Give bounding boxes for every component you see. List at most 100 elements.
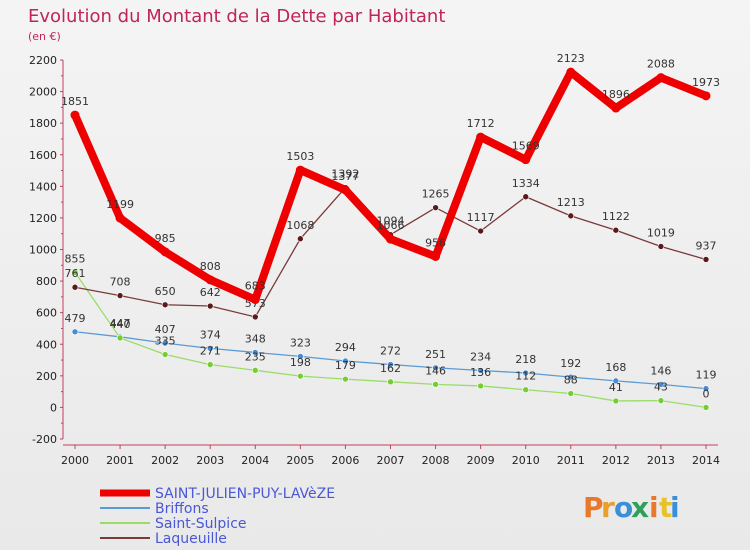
data-label: 179 (335, 359, 356, 372)
data-point (656, 73, 666, 83)
data-point (431, 251, 441, 261)
data-point (297, 235, 304, 243)
y-tick-label: 400 (36, 338, 57, 351)
series-line (71, 68, 710, 304)
data-point (657, 397, 665, 404)
data-label: 650 (155, 285, 176, 298)
logo-letter: t (659, 491, 672, 524)
data-label: 642 (200, 286, 221, 299)
data-point (477, 382, 484, 390)
data-point (432, 364, 439, 372)
data-label: 162 (380, 362, 401, 375)
data-point (251, 367, 259, 374)
legend-label: Briffons (155, 501, 209, 517)
data-label: 88 (564, 374, 578, 387)
data-label: 1019 (647, 226, 675, 239)
y-tick-label: 2200 (29, 54, 57, 67)
data-point (657, 243, 665, 250)
data-label: 479 (65, 312, 86, 325)
data-point (250, 295, 260, 305)
data-point (71, 283, 79, 291)
data-point (522, 193, 530, 201)
data-label: 146 (650, 364, 671, 377)
data-point (71, 328, 79, 336)
data-point (206, 361, 214, 368)
data-point (477, 367, 484, 374)
data-point (612, 377, 620, 385)
y-tick-label: 800 (36, 275, 57, 288)
data-point (432, 381, 439, 388)
y-tick-label: 1800 (29, 117, 57, 130)
data-label: 1117 (467, 211, 495, 224)
data-point (161, 301, 169, 309)
data-point (387, 378, 394, 386)
chart-unit: (en €) (28, 30, 61, 43)
logo-letter: P (583, 491, 604, 524)
x-tick-label: 2004 (241, 454, 269, 467)
chart-title: Evolution du Montant de la Dette par Hab… (28, 6, 445, 27)
data-label: 855 (65, 252, 86, 265)
data-label: 348 (245, 332, 266, 345)
data-point (566, 67, 576, 77)
data-point (522, 369, 530, 377)
data-point (205, 275, 215, 285)
data-label: 708 (110, 276, 131, 289)
data-label: 0 (703, 387, 710, 400)
data-point (70, 110, 80, 120)
data-point (521, 155, 531, 165)
data-point (611, 103, 621, 113)
x-tick-label: 2010 (512, 454, 540, 467)
data-label: 251 (425, 348, 446, 361)
data-label: 761 (65, 267, 86, 280)
x-tick-label: 2008 (422, 454, 450, 467)
y-tick-label: 1400 (29, 180, 57, 193)
data-label: 2088 (647, 58, 675, 71)
y-tick-label: 0 (50, 401, 57, 414)
data-label: 808 (200, 260, 221, 273)
x-tick-label: 2009 (467, 454, 495, 467)
data-point (115, 213, 125, 223)
series-layer: 479 447 407 374 348 323 294 272 251 234 218 192 168 1… (61, 52, 720, 411)
data-label: 1094 (377, 215, 405, 228)
data-label: 374 (200, 328, 221, 341)
data-label: 1068 (286, 219, 314, 232)
data-point (206, 302, 214, 310)
logo-letter: i (649, 491, 659, 524)
data-label: 440 (110, 318, 131, 331)
data-point (522, 386, 530, 394)
data-label: 1066 (377, 219, 405, 232)
data-point (297, 353, 304, 360)
data-label: 1712 (467, 117, 495, 130)
data-point (612, 226, 620, 234)
data-label: 1122 (602, 210, 630, 223)
x-tick-label: 2007 (377, 454, 405, 467)
data-label: 1377 (331, 170, 359, 183)
series-0: 1851 1199 985 808 683 1503 1377 1066 956 1712 1569… (61, 52, 720, 305)
data-label: 136 (470, 366, 491, 379)
data-label: 146 (425, 364, 446, 377)
data-label: 198 (290, 356, 311, 369)
data-point (295, 165, 305, 175)
x-tick-label: 2013 (647, 454, 675, 467)
data-label: 168 (605, 361, 626, 374)
data-point (297, 372, 304, 380)
data-label: 1392 (331, 168, 359, 181)
data-label: 234 (470, 350, 491, 363)
y-tick-label: 1200 (29, 212, 57, 225)
data-point (340, 185, 350, 195)
data-point (701, 91, 711, 101)
legend: SAINT-JULIEN-PUY-LAVèZEBriffonsSaint-Sul… (100, 486, 335, 547)
data-label: 323 (290, 336, 311, 349)
legend-label: Saint-Sulpice (155, 516, 247, 532)
data-point (477, 227, 484, 235)
data-point (251, 349, 259, 356)
legend-label: SAINT-JULIEN-PUY-LAVèZE (155, 486, 335, 502)
logo-letter: r (601, 491, 615, 524)
data-point (567, 373, 575, 381)
y-tick-label: 2000 (29, 86, 57, 99)
data-point (386, 234, 395, 244)
data-point (342, 357, 349, 365)
y-tick-label: 200 (36, 370, 57, 383)
data-label: 985 (155, 232, 176, 245)
data-point (161, 339, 169, 347)
